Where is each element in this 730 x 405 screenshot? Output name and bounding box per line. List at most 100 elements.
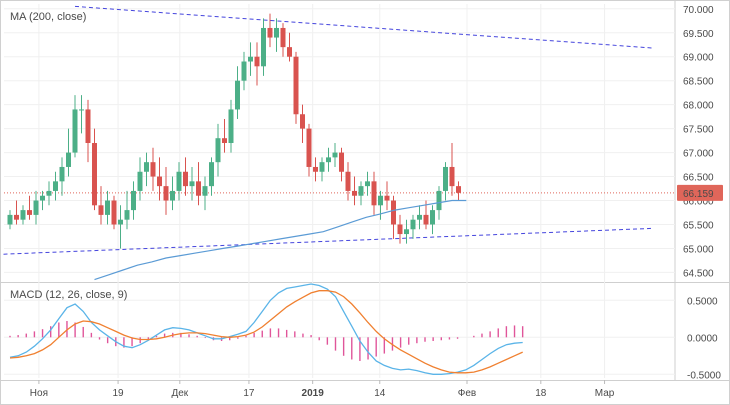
time-tick-label: 18 [535, 388, 547, 399]
time-tick-label: Фев [458, 388, 476, 399]
candle-body [170, 190, 175, 201]
time-tick-label: 2019 [302, 388, 325, 399]
trendline [74, 5, 654, 49]
candle-body [287, 47, 292, 57]
macd-pane-title: MACD (12, 26, close, 9) [10, 289, 127, 301]
candle-body [449, 166, 455, 187]
candle-body [118, 219, 123, 225]
price-tick-label: 64.500 [683, 268, 714, 279]
candle-body [306, 128, 312, 167]
candle-body [378, 195, 383, 206]
candle-body [241, 61, 247, 81]
candle-body [14, 214, 19, 220]
macd-tick-label: -0.5000 [687, 370, 721, 381]
price-tick-label: 70.000 [683, 5, 714, 16]
main-pane-title: MA (200, close) [10, 11, 86, 23]
candle-body [124, 210, 130, 220]
time-tick-label: 14 [374, 388, 386, 399]
candle-body [280, 27, 286, 48]
price-tick-label: 65.500 [683, 220, 714, 231]
candle-body [183, 171, 188, 187]
candle-body [365, 181, 370, 187]
macd-tick-label: 0.5000 [687, 296, 718, 307]
macd-tick-label: 0.0000 [687, 333, 718, 344]
candle-body [72, 109, 78, 153]
candle-body [98, 205, 104, 215]
candle-body [254, 56, 260, 67]
time-tick-label: Дек [171, 388, 188, 399]
macd-series-line [9, 290, 523, 374]
candle-body [105, 200, 110, 215]
candle-body [7, 214, 13, 225]
candle-body [274, 27, 279, 38]
candle-body [293, 56, 299, 115]
candle-body [144, 162, 149, 172]
candle-body [157, 176, 162, 187]
candle-body [111, 200, 117, 225]
candle-body [59, 166, 65, 182]
price-tick-label: 66.500 [683, 173, 714, 184]
candle-body [33, 200, 39, 215]
price-tick-label: 68.000 [683, 101, 714, 112]
candle-body [79, 109, 84, 111]
candle-body [40, 195, 45, 201]
candle-body [235, 80, 240, 110]
candle-body [326, 157, 331, 163]
candle-body [150, 162, 156, 177]
candle-body [20, 210, 26, 220]
candle-body [313, 166, 318, 172]
candle-body [384, 195, 390, 201]
candle-body [443, 166, 448, 191]
price-tick-label: 67.500 [683, 125, 714, 136]
price-tick-label: 66.000 [683, 197, 714, 208]
candle-body [430, 210, 435, 225]
candle-body [85, 109, 91, 143]
candle-body [267, 27, 273, 38]
candle-body [358, 186, 364, 196]
candle-body [215, 138, 221, 163]
last-price-tag [677, 184, 723, 201]
candle-body [189, 181, 195, 187]
candle-body [27, 210, 32, 215]
candle-body [319, 162, 325, 172]
price-tick-label: 68.500 [683, 77, 714, 88]
candle-body [371, 181, 377, 206]
candle-body [92, 143, 97, 206]
price-tick-label: 69.000 [683, 53, 714, 64]
candle-body [345, 171, 351, 191]
time-tick-label: Мар [595, 388, 615, 399]
candle-body [222, 138, 227, 143]
candle-body [66, 152, 71, 167]
candle-body [248, 56, 253, 62]
candle-body [228, 109, 234, 143]
candle-body [46, 190, 52, 196]
candle-body [300, 114, 305, 129]
candle-body [404, 229, 409, 235]
price-tick-label: 65.000 [683, 244, 714, 255]
candle-body [339, 152, 344, 172]
candle-body [196, 181, 201, 196]
candle-body [332, 152, 338, 158]
candle-body [456, 186, 461, 193]
candle-body [131, 190, 136, 211]
candle-body [137, 171, 143, 191]
candle-body [176, 171, 182, 191]
time-tick-label: 17 [243, 388, 255, 399]
price-tick-label: 67.000 [683, 149, 714, 160]
candle-body [163, 186, 169, 201]
candle-body [397, 224, 403, 235]
candle-body [209, 162, 214, 187]
candle-body [391, 200, 396, 225]
price-tick-label: 69.500 [683, 29, 714, 40]
trendline [3, 227, 654, 255]
last-price-label: 66.159 [683, 189, 714, 200]
macd-series-line [9, 283, 523, 375]
candle-body [410, 219, 416, 230]
ma-line [94, 199, 467, 281]
time-tick-label: Ноя [30, 388, 48, 399]
candle-body [202, 186, 208, 196]
candle-body [436, 190, 442, 211]
candle-body [417, 214, 422, 220]
